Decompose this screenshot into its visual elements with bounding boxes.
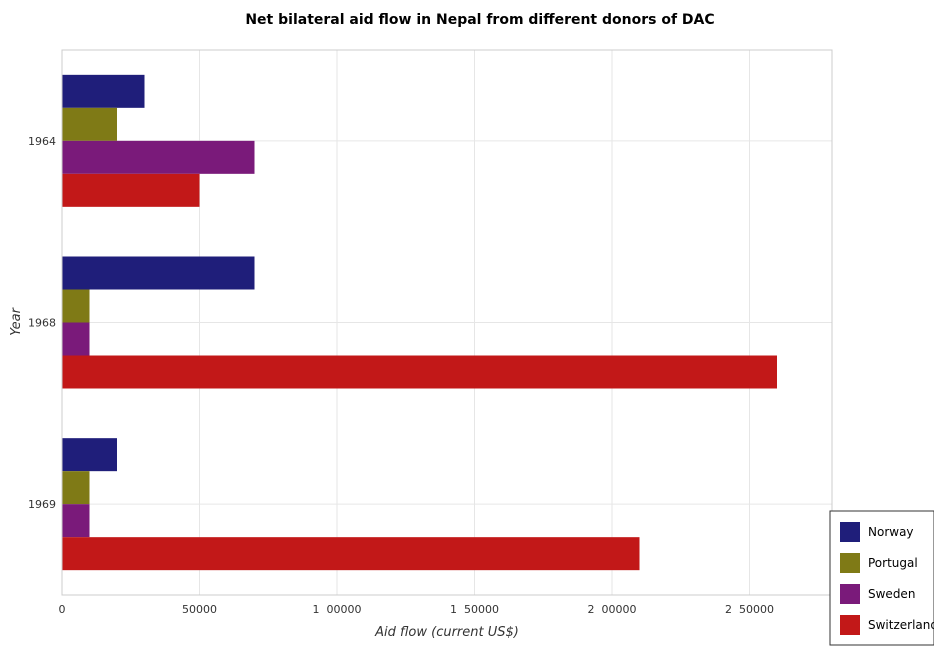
x-tick-label: 0 (59, 603, 66, 616)
legend-label-switzerland: Switzerland (868, 618, 934, 632)
legend-swatch-portugal (840, 553, 860, 573)
legend-label-portugal: Portugal (868, 556, 918, 570)
bar-switzerland-1968 (62, 355, 777, 389)
bar-portugal-1964 (62, 107, 117, 141)
bar-sweden-1964 (62, 140, 255, 174)
bar-sweden-1968 (62, 322, 90, 356)
bar-portugal-1968 (62, 289, 90, 323)
legend-label-norway: Norway (868, 525, 914, 539)
x-tick-label: 2 00000 (588, 603, 637, 616)
x-tick-label: 50000 (182, 603, 217, 616)
y-axis-label: Year (9, 306, 24, 335)
y-tick-label: 1964 (28, 135, 56, 148)
y-tick-label: 1968 (28, 317, 56, 330)
chart-title: Net bilateral aid flow in Nepal from dif… (245, 12, 714, 28)
legend: Norway Portugal Sweden Switzerland (829, 510, 934, 646)
grid (61, 50, 832, 595)
bar-portugal-1969 (62, 471, 90, 505)
x-tick-label: 2 50000 (725, 603, 774, 616)
legend-swatch-switzerland (840, 615, 860, 635)
y-tick-labels: 1964 1968 1969 (28, 135, 56, 511)
bar-switzerland-1969 (62, 537, 640, 571)
legend-label-sweden: Sweden (868, 587, 915, 601)
bar-switzerland-1964 (62, 173, 200, 207)
x-tick-labels: 0 50000 1 00000 1 50000 2 00000 2 50000 (59, 603, 774, 616)
x-axis-label: Aid flow (current US$) (374, 625, 519, 640)
x-tick-label: 1 50000 (450, 603, 499, 616)
y-tick-label: 1969 (28, 498, 56, 511)
legend-swatch-norway (840, 522, 860, 542)
x-tick-label: 1 00000 (313, 603, 362, 616)
legend-swatch-sweden (840, 584, 860, 604)
plot-frame (61, 49, 833, 596)
bars (62, 74, 777, 571)
bar-sweden-1969 (62, 504, 90, 538)
bar-norway-1968 (62, 256, 255, 290)
bar-norway-1964 (62, 74, 145, 108)
bar-norway-1969 (62, 438, 117, 472)
